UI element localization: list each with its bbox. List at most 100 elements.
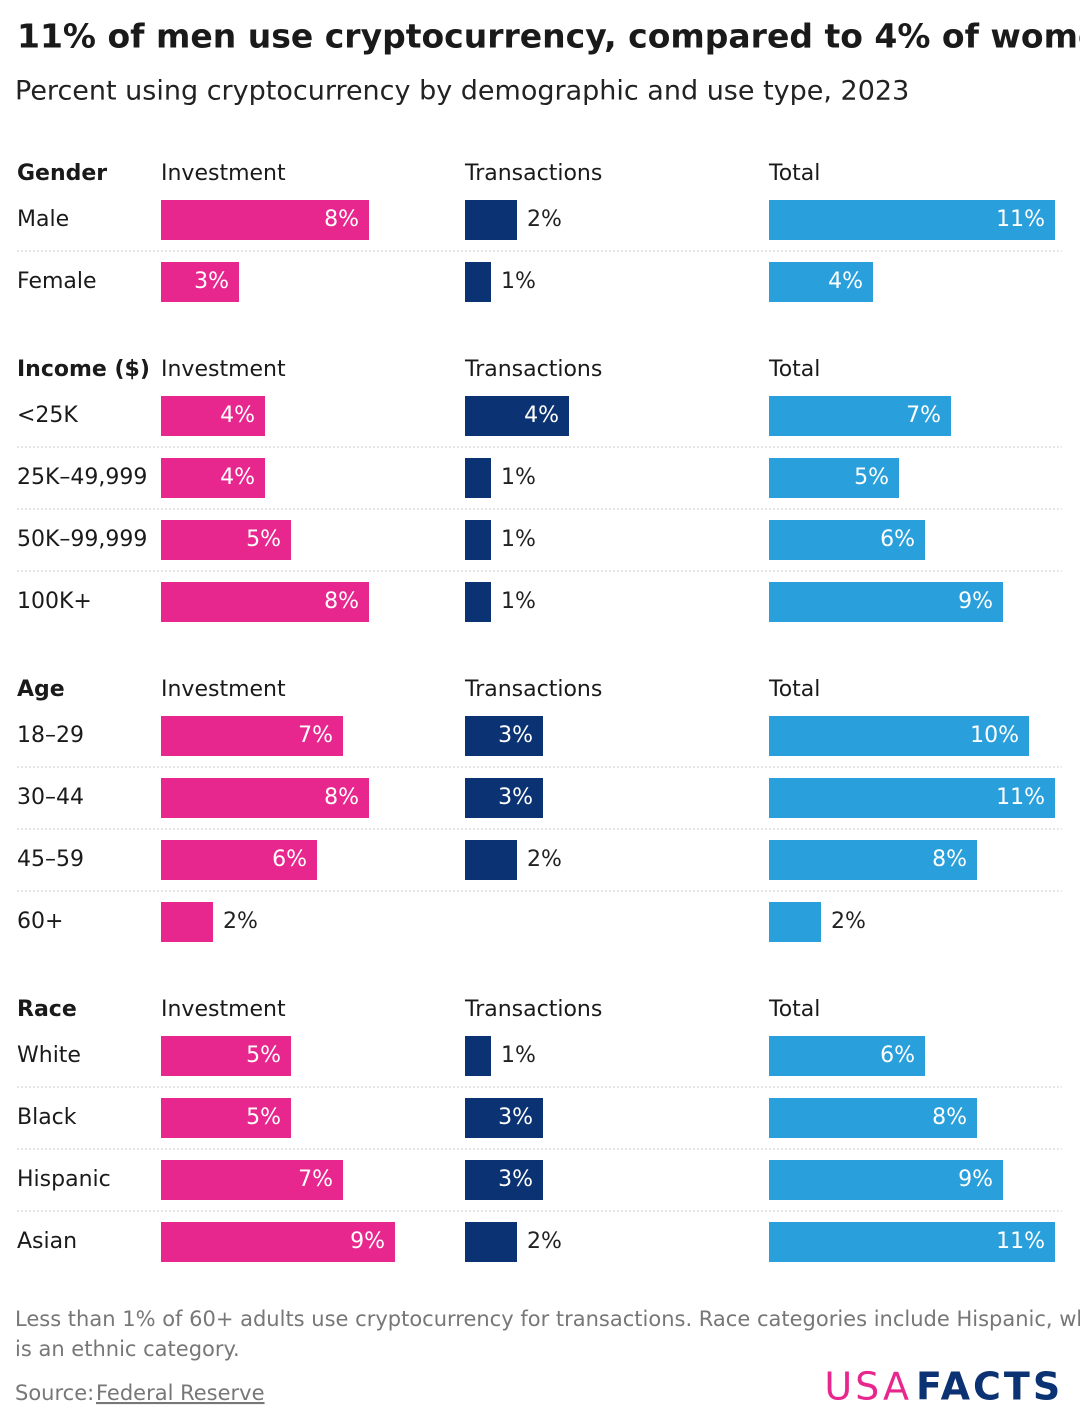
bar	[769, 200, 1055, 240]
row-label: 100K+	[17, 589, 92, 614]
row-label: Male	[17, 207, 69, 232]
value-label: 3%	[498, 1105, 533, 1130]
column-header: Total	[768, 357, 820, 382]
value-label: 5%	[854, 465, 889, 490]
value-label: 4%	[828, 269, 863, 294]
bar	[465, 1098, 543, 1138]
value-label: 7%	[298, 1167, 333, 1192]
bar	[769, 262, 873, 302]
value-label: 5%	[246, 527, 281, 552]
value-label: 1%	[501, 269, 536, 294]
value-label: 1%	[501, 589, 536, 614]
bar	[769, 716, 1029, 756]
bar	[465, 840, 517, 880]
value-label: 11%	[996, 207, 1045, 232]
logo-usa: USA	[824, 1365, 912, 1409]
row-label: 30–44	[17, 785, 84, 810]
bar	[465, 1222, 517, 1262]
chart-title: 11% of men use cryptocurrency, compared …	[17, 17, 1080, 56]
value-label: 3%	[194, 269, 229, 294]
bar	[769, 520, 925, 560]
column-header: Transactions	[464, 357, 602, 382]
column-header: Investment	[161, 677, 286, 702]
group-header: Gender	[17, 161, 107, 186]
logo-facts: FACTS	[916, 1365, 1063, 1409]
value-label: 8%	[932, 1105, 967, 1130]
bar	[465, 778, 543, 818]
value-label: 2%	[527, 207, 562, 232]
bar	[161, 778, 369, 818]
bar	[465, 1160, 543, 1200]
column-header: Total	[768, 997, 820, 1022]
value-label: 6%	[272, 847, 307, 872]
bar	[769, 778, 1055, 818]
value-label: 1%	[501, 465, 536, 490]
bar	[161, 396, 265, 436]
column-header: Transactions	[464, 997, 602, 1022]
row-label: 50K–99,999	[17, 527, 147, 552]
value-label: 8%	[324, 207, 359, 232]
bar	[769, 840, 977, 880]
bar	[465, 396, 569, 436]
bar	[161, 262, 239, 302]
column-header: Investment	[161, 997, 286, 1022]
bar	[161, 902, 213, 942]
value-label: 3%	[498, 723, 533, 748]
row-label: 60+	[17, 909, 63, 934]
bar	[161, 582, 369, 622]
value-label: 7%	[298, 723, 333, 748]
bar	[769, 582, 1003, 622]
bar	[769, 1160, 1003, 1200]
value-label: 5%	[246, 1105, 281, 1130]
bar	[161, 1098, 291, 1138]
column-header: Transactions	[464, 161, 602, 186]
row-label: <25K	[17, 403, 78, 428]
bar	[465, 716, 543, 756]
bar	[161, 458, 265, 498]
chart-subtitle: Percent using cryptocurrency by demograp…	[15, 76, 909, 107]
value-label: 2%	[527, 1229, 562, 1254]
column-header: Total	[768, 677, 820, 702]
row-label: Asian	[17, 1229, 77, 1254]
bar	[465, 582, 491, 622]
column-header: Total	[768, 161, 820, 186]
value-label: 4%	[220, 403, 255, 428]
group-header: Age	[17, 677, 65, 702]
bar	[465, 262, 491, 302]
value-label: 4%	[524, 403, 559, 428]
value-label: 3%	[498, 785, 533, 810]
bar	[465, 458, 491, 498]
value-label: 6%	[880, 1043, 915, 1068]
row-label: 18–29	[17, 723, 84, 748]
bar	[161, 1222, 395, 1262]
row-label: 25K–49,999	[17, 465, 147, 490]
value-label: 1%	[501, 1043, 536, 1068]
bar	[161, 1036, 291, 1076]
bar	[769, 1222, 1055, 1262]
value-label: 10%	[970, 723, 1019, 748]
row-label: Female	[17, 269, 97, 294]
bar	[161, 1160, 343, 1200]
value-label: 2%	[223, 909, 258, 934]
source-label: Source:	[15, 1381, 94, 1405]
value-label: 2%	[527, 847, 562, 872]
row-label: White	[17, 1043, 81, 1068]
bar	[769, 396, 951, 436]
value-label: 1%	[501, 527, 536, 552]
column-header: Investment	[161, 357, 286, 382]
bar	[769, 1036, 925, 1076]
row-label: Hispanic	[17, 1167, 111, 1192]
value-label: 8%	[324, 589, 359, 614]
group-header: Income ($)	[17, 357, 150, 382]
value-label: 7%	[906, 403, 941, 428]
value-label: 3%	[498, 1167, 533, 1192]
bar	[465, 1036, 491, 1076]
value-label: 2%	[831, 909, 866, 934]
bar	[161, 200, 369, 240]
column-header: Transactions	[464, 677, 602, 702]
value-label: 5%	[246, 1043, 281, 1068]
bar	[769, 902, 821, 942]
source-link[interactable]: Federal Reserve	[96, 1381, 265, 1405]
bar	[161, 520, 291, 560]
value-label: 11%	[996, 1229, 1045, 1254]
